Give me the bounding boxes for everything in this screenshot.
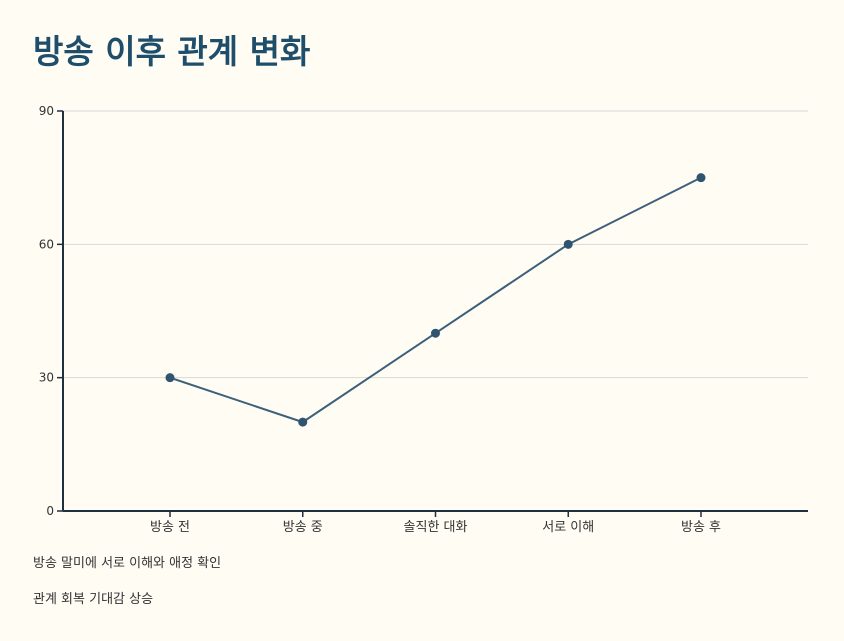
data-point: [165, 373, 175, 383]
y-tick-label: 0: [46, 504, 54, 518]
y-tick-label: 90: [39, 104, 54, 118]
x-tick-label: 방송 중: [283, 520, 323, 535]
series-line: [169, 176, 702, 424]
chart-title: 방송 이후 관계 변화: [33, 32, 311, 71]
x-axis-ticks: 방송 전 방송 중 솔직한 대화 서로 이해 방송 후: [150, 511, 721, 535]
x-tick-label: 서로 이해: [542, 520, 594, 535]
y-tick-label: 60: [39, 237, 54, 251]
data-point: [696, 173, 706, 183]
line-chart: 0 30 60 90 방송 전 방송 중 솔직한 대화 서로 이해 방송 후: [39, 104, 808, 535]
y-tick-label: 30: [39, 371, 54, 385]
data-point: [563, 239, 573, 249]
data-point: [431, 328, 440, 338]
series: [165, 173, 706, 427]
grid-lines: [63, 110, 808, 379]
annotation-note: 방송 말미에 서로 이해와 애정 확인: [33, 556, 222, 571]
x-tick-label: 솔직한 대화: [404, 520, 468, 535]
y-axis-ticks: 0 30 60 90: [39, 104, 63, 518]
data-point: [298, 417, 308, 427]
x-tick-label: 방송 전: [150, 520, 190, 535]
axes: [62, 111, 808, 512]
x-tick-label: 방송 후: [681, 520, 721, 535]
annotation-note: 관계 회복 기대감 상승: [33, 592, 154, 607]
